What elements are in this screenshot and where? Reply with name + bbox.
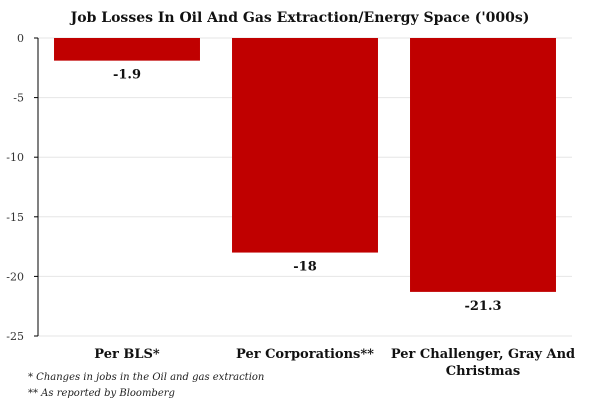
bar-2 bbox=[410, 38, 556, 292]
y-tick-label-2: -10 bbox=[6, 151, 24, 164]
category-label-1: Per Corporations** bbox=[236, 347, 374, 362]
y-axis-ticks: 0 -5 -10 -15 -20 -25 bbox=[6, 32, 38, 343]
bar-1 bbox=[232, 38, 378, 253]
footnote-2: ** As reported by Bloomberg bbox=[28, 388, 175, 399]
chart-title: Job Losses In Oil And Gas Extraction/Ene… bbox=[69, 10, 530, 26]
category-label-2: Per Challenger, Gray And Christmas bbox=[391, 347, 575, 379]
y-tick-label-0: 0 bbox=[17, 32, 24, 45]
y-tick-label-3: -15 bbox=[6, 211, 24, 224]
footnote-1: * Changes in jobs in the Oil and gas ext… bbox=[28, 372, 264, 383]
value-label-0: -1.9 bbox=[113, 68, 141, 83]
category-label-0: Per BLS* bbox=[94, 347, 160, 362]
bar-layer bbox=[54, 38, 556, 292]
y-tick-label-4: -20 bbox=[6, 270, 24, 283]
value-labels: -1.9 -18 -21.3 bbox=[113, 68, 502, 314]
category-labels: Per BLS* Per Corporations** Per Challenger… bbox=[94, 347, 575, 379]
bar-0 bbox=[54, 38, 200, 61]
y-tick-label-5: -25 bbox=[6, 330, 24, 343]
y-tick-label-1: -5 bbox=[13, 92, 24, 105]
value-label-2: -21.3 bbox=[464, 299, 501, 314]
value-label-1: -18 bbox=[293, 260, 317, 275]
